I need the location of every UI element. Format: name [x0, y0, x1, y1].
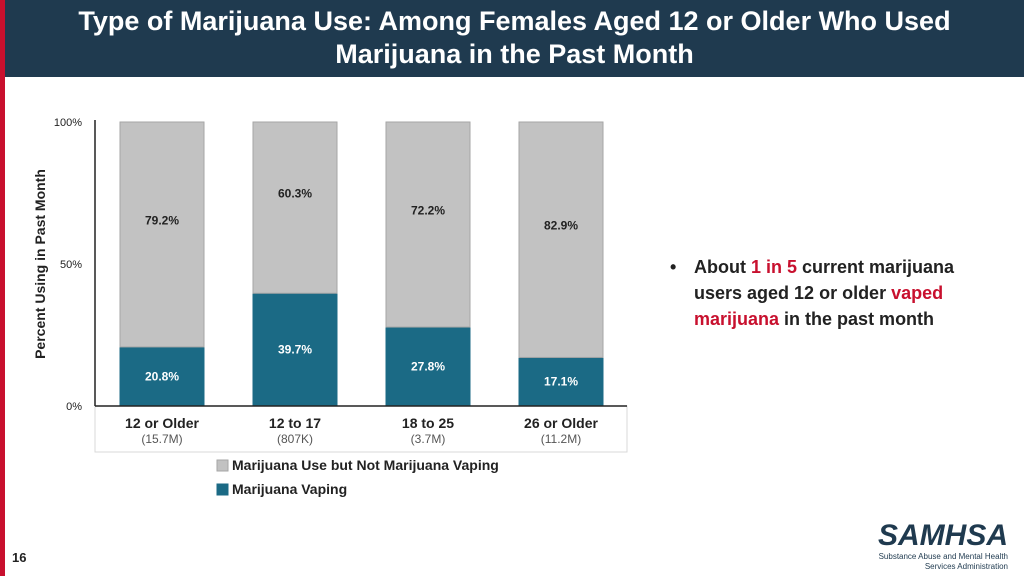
bar-segment-not-vaping-1 — [252, 121, 338, 294]
bar-segment-vaping-2 — [385, 326, 471, 407]
data-label-vaping-3: 17.1% — [544, 375, 578, 389]
x-tick-label-0: 12 or Older — [125, 415, 199, 431]
legend-swatch-1 — [216, 483, 229, 496]
bullet-dot: • — [670, 257, 677, 277]
category-label-box — [94, 405, 628, 453]
bar-segment-not-vaping-0 — [119, 121, 205, 348]
page-title-line1: Type of Marijuana Use: Among Females Age… — [78, 6, 951, 36]
page-title-line2: Marijuana in the Past Month — [335, 39, 694, 69]
x-tick-label-1: 12 to 17 — [269, 415, 321, 431]
bar-segment-not-vaping-2 — [385, 121, 471, 328]
logo-subtitle-line2: Services Administration — [924, 562, 1008, 571]
x-tick-label-3: 26 or Older — [524, 415, 598, 431]
key-finding-bullet: • About 1 in 5 current marijuana users a… — [670, 254, 1000, 332]
legend-label-1: Marijuana Vaping — [232, 481, 347, 497]
data-label-not-vaping-1: 60.3% — [278, 187, 312, 201]
bullet-highlight-ratio: 1 in 5 — [750, 257, 798, 277]
x-tick-sublabel-2: (3.7M) — [411, 432, 446, 446]
bar-segment-not-vaping-3 — [518, 121, 604, 358]
y-axis-label: Percent Using in Past Month — [32, 169, 48, 359]
bullet-text-part3: current marijuana users aged 12 or older — [694, 257, 955, 303]
y-tick-label-1: 50% — [60, 259, 82, 271]
x-tick-label-2: 18 to 25 — [402, 415, 454, 431]
page-title: Type of Marijuana Use: Among Females Age… — [5, 0, 1024, 71]
y-tick-label-0: 0% — [66, 401, 82, 413]
logo-subtitle-line1: Substance Abuse and Mental Health — [878, 552, 1008, 561]
bar-segment-vaping-1 — [252, 292, 338, 407]
data-label-not-vaping-3: 82.9% — [544, 219, 578, 233]
data-label-vaping-2: 27.8% — [411, 360, 445, 374]
legend-label-0: Marijuana Use but Not Marijuana Vaping — [232, 457, 499, 473]
left-accent-bar — [0, 0, 5, 576]
category-box-frame — [94, 405, 628, 453]
y-tick-label-2: 100% — [54, 117, 82, 129]
legend-swatch-0 — [216, 459, 229, 472]
bullet-text-part5: in the past month — [779, 309, 935, 329]
bullet-highlight-vaped: vaped marijuana — [694, 283, 944, 329]
x-tick-sublabel-1: (807K) — [277, 432, 313, 446]
samhsa-logo: SAMHSA Substance Abuse and Mental Health… — [878, 520, 1008, 572]
page-number: 16 — [12, 550, 27, 565]
data-label-vaping-0: 20.8% — [145, 369, 179, 383]
data-label-not-vaping-2: 72.2% — [411, 204, 445, 218]
bullet-text: About 1 in 5 current marijuana users age… — [694, 254, 1000, 332]
logo-wordmark: SAMHSA — [878, 519, 1009, 552]
data-label-not-vaping-0: 79.2% — [145, 213, 179, 227]
x-tick-sublabel-0: (15.7M) — [141, 432, 182, 446]
data-label-vaping-1: 39.7% — [278, 343, 312, 357]
bar-segment-vaping-3 — [518, 356, 604, 407]
bullet-text-part1: About — [694, 257, 751, 277]
header-banner: Type of Marijuana Use: Among Females Age… — [5, 0, 1024, 77]
x-tick-sublabel-3: (11.2M) — [541, 432, 581, 446]
